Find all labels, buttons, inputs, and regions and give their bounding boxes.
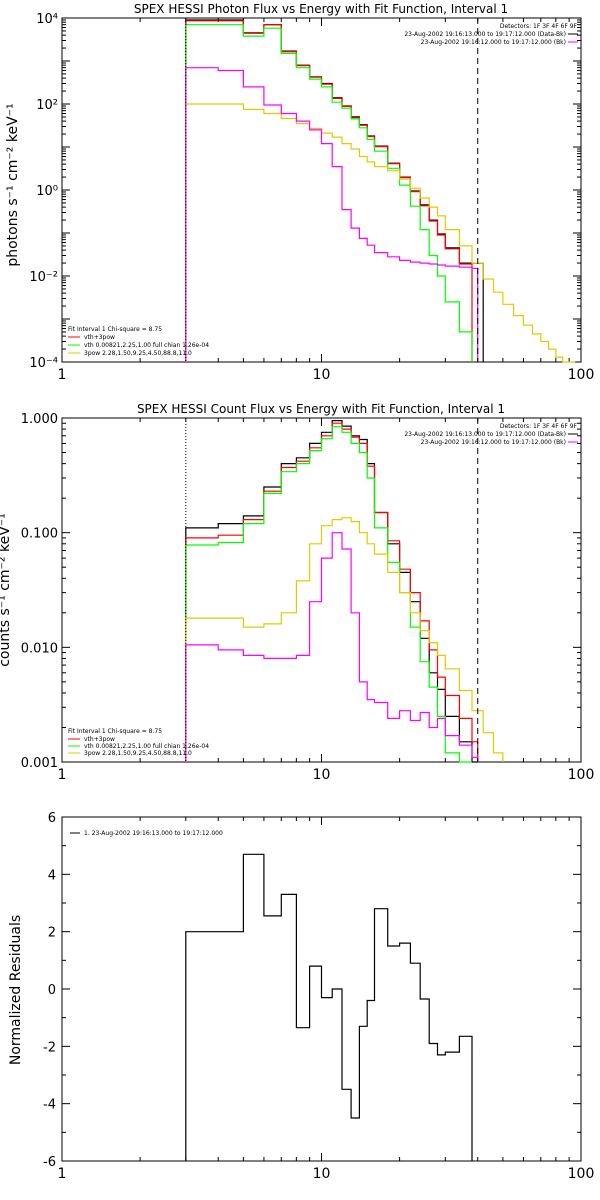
series-line-2 bbox=[185, 426, 472, 763]
x-tick-label: 100 bbox=[568, 767, 595, 783]
panel1-frame bbox=[61, 17, 582, 363]
series-line-4 bbox=[185, 67, 479, 362]
x-tick-label: 1 bbox=[58, 367, 67, 383]
panel1-header-legend: Detectors: 1F 3F 4F 6F 9F 23-Aug-2002 19… bbox=[404, 23, 578, 46]
series-line-0 bbox=[185, 420, 478, 763]
panel1-title: SPEX HESSI Photon Flux vs Energy with Fi… bbox=[134, 2, 508, 16]
panel2-fit-line1: Fit Interval 1 Chi-square = 8.75 bbox=[68, 728, 162, 735]
y-tick-label: 0 bbox=[48, 983, 56, 998]
panel1-header-entry: 23-Aug-2002 19:16:13.000 to 19:17:12.000… bbox=[404, 31, 566, 38]
panel1-ylabel: photons s⁻¹ cm⁻² keV⁻¹ bbox=[5, 103, 21, 266]
y-tick-label: -4 bbox=[43, 1098, 56, 1113]
panel1-fit-legend: Fit Interval 1 Chi-square = 8.75 vth+3po… bbox=[68, 326, 209, 357]
x-tick-label: 100 bbox=[568, 367, 595, 383]
x-tick-label: 1 bbox=[58, 767, 67, 783]
y-tick-label: 0.100 bbox=[21, 527, 58, 542]
y-tick-label: 4 bbox=[48, 868, 56, 883]
series-line-1 bbox=[185, 422, 479, 762]
x-tick-label: 1 bbox=[58, 1166, 67, 1182]
y-tick-label: -2 bbox=[43, 1040, 56, 1055]
series-line-2 bbox=[185, 24, 473, 362]
residuals-panel: Normalized Residuals 1 10 100 6 4 2 0 -2 -4 -6 1.… bbox=[8, 811, 594, 1182]
panel2-header-entry: 23-Aug-2002 19:16:13.000 to 19:17:12.000… bbox=[404, 431, 566, 438]
y-tick-label: 10² bbox=[36, 98, 58, 113]
panel2-fit-entry: 3pow 2.28,1.50,9.25,4.50,88.8,11.0 bbox=[84, 750, 192, 757]
x-tick-label: 10 bbox=[313, 767, 331, 783]
panel1-fit-entry: vth 0.00821,2.25,1.00 full chian 1.26e-0… bbox=[84, 342, 209, 349]
series-line-3 bbox=[185, 103, 576, 363]
y-tick-label: 0.010 bbox=[21, 641, 58, 656]
y-tick-label: 10⁰ bbox=[36, 184, 58, 199]
panel2-detectors: Detectors: 1F 3F 4F 6F 9F bbox=[500, 423, 578, 430]
y-tick-label: -6 bbox=[43, 1155, 56, 1170]
panel1-fit-entry: 3pow 2.28,1.50,9.25,4.50,88.8,11.0 bbox=[84, 350, 192, 357]
photon-flux-panel: SPEX HESSI Photon Flux vs Energy with Fi… bbox=[5, 2, 594, 383]
panel3-legend-text: 1. 23-Aug-2002 19:16:13.000 to 19:17:12.… bbox=[84, 830, 223, 837]
panel2-fit-entry: vth+3pow bbox=[84, 736, 115, 743]
panel1-detectors: Detectors: 1F 3F 4F 6F 9F bbox=[500, 23, 578, 30]
panel3-legend: 1. 23-Aug-2002 19:16:13.000 to 19:17:12.… bbox=[70, 830, 223, 837]
y-tick-label: 10⁻² bbox=[29, 270, 58, 285]
x-tick-label: 10 bbox=[313, 1166, 331, 1182]
series-line-1 bbox=[185, 20, 473, 362]
panel3-ylabel: Normalized Residuals bbox=[8, 915, 24, 1065]
panel2-title: SPEX HESSI Count Flux vs Energy with Fit… bbox=[137, 402, 505, 416]
series-line-0 bbox=[185, 853, 473, 1161]
panel2-fit-legend: Fit Interval 1 Chi-square = 8.75 vth+3po… bbox=[68, 728, 209, 757]
y-tick-label: 6 bbox=[48, 811, 56, 826]
y-tick-label: 10⁴ bbox=[36, 12, 58, 27]
y-tick-label: 10⁻⁴ bbox=[29, 356, 58, 371]
panel2-header-legend: Detectors: 1F 3F 4F 6F 9F 23-Aug-2002 19… bbox=[404, 423, 578, 446]
y-tick-label: 2 bbox=[48, 926, 56, 941]
y-tick-label: 0.001 bbox=[21, 756, 58, 771]
count-flux-panel: SPEX HESSI Count Flux vs Energy with Fit… bbox=[0, 402, 594, 783]
panel2-ylabel: counts s⁻¹ cm⁻² keV⁻¹ bbox=[0, 513, 13, 667]
x-tick-label: 10 bbox=[313, 367, 331, 383]
series-line-4 bbox=[185, 532, 479, 762]
panel1-fit-line1: Fit Interval 1 Chi-square = 8.75 bbox=[68, 326, 162, 333]
x-tick-label: 100 bbox=[568, 1166, 595, 1182]
panel1-header-entry: 23-Aug-2002 19:16:12.000 to 19:17:12.000… bbox=[421, 39, 566, 46]
y-tick-label: 1.000 bbox=[21, 412, 58, 427]
panel2-fit-entry: vth 0.00821,2.25,1.00 full chian 1.26e-0… bbox=[84, 743, 209, 750]
panel1-fit-entry: vth+3pow bbox=[84, 334, 115, 341]
panel2-header-entry: 23-Aug-2002 19:16:12.000 to 19:17:12.000… bbox=[421, 439, 566, 446]
series-line-0 bbox=[185, 19, 484, 362]
series-line-3 bbox=[185, 517, 504, 762]
